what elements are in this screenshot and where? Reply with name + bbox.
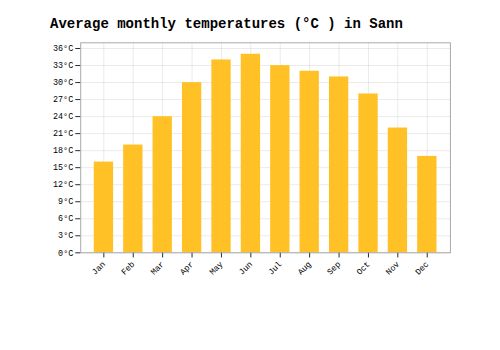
svg-text:Apr: Apr — [178, 260, 196, 278]
svg-text:21°C: 21°C — [53, 129, 73, 139]
svg-text:Nov: Nov — [384, 260, 402, 278]
html-text:Average monthly temperatures (: Average monthly temperatures (°C ) in Sa… — [50, 16, 403, 32]
svg-text:33°C: 33°C — [53, 61, 73, 71]
svg-text:Feb: Feb — [120, 260, 138, 278]
svg-text:Jun: Jun — [237, 260, 255, 278]
svg-text:Jan: Jan — [90, 260, 108, 278]
svg-text:Dec: Dec — [414, 260, 432, 278]
svg-text:Jul: Jul — [267, 260, 285, 278]
svg-text:6°C: 6°C — [58, 214, 73, 224]
svg-text:0°C: 0°C — [58, 249, 73, 259]
svg-text:Sep: Sep — [325, 260, 343, 278]
svg-text:Oct: Oct — [355, 260, 373, 278]
svg-text:12°C: 12°C — [53, 180, 73, 190]
svg-text:24°C: 24°C — [53, 112, 73, 122]
svg-text:Aug: Aug — [296, 260, 314, 278]
svg-text:3°C: 3°C — [58, 231, 73, 241]
svg-text:Mar: Mar — [149, 260, 167, 278]
svg-text:9°C: 9°C — [58, 197, 73, 207]
svg-text:27°C: 27°C — [53, 95, 73, 105]
svg-text:15°C: 15°C — [53, 163, 73, 173]
svg-text:18°C: 18°C — [53, 146, 73, 156]
svg-text:30°C: 30°C — [53, 78, 73, 88]
svg-text:36°C: 36°C — [53, 44, 73, 54]
svg-text:May: May — [208, 260, 226, 278]
